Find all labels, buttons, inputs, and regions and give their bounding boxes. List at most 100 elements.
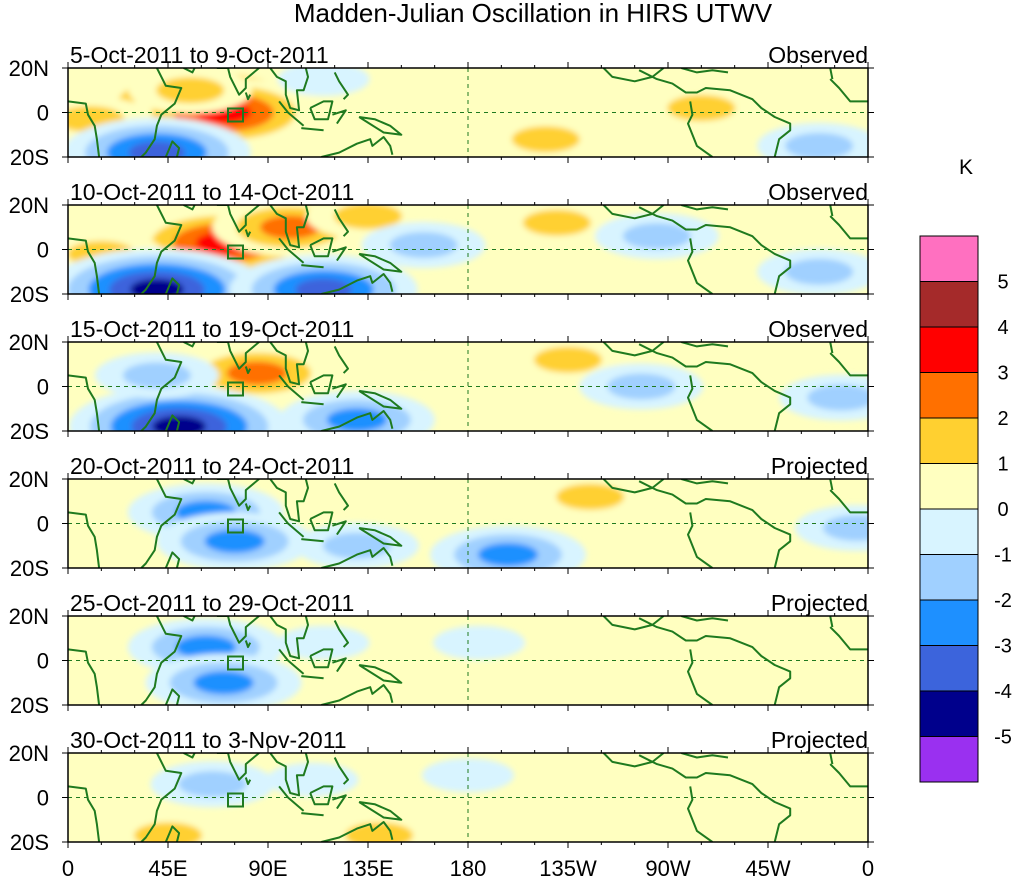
anomaly-contour [822, 514, 868, 541]
panel-type: Projected [771, 453, 868, 479]
coastline [269, 68, 309, 112]
x-tick-label: 135E [342, 856, 393, 881]
coastline [164, 825, 181, 842]
coastline [602, 753, 665, 768]
coastline [140, 68, 183, 157]
anomaly-contour [175, 635, 236, 659]
anomaly-contour [277, 68, 370, 97]
panel-1: 20N 0 20S 5-Oct-2011 to 9-Oct-2011 Observed [9, 42, 874, 170]
anomaly-contour [422, 758, 514, 793]
x-tick-label: 0 [62, 856, 74, 881]
panel-type: Observed [768, 42, 868, 68]
coastline [244, 229, 252, 238]
coastline [269, 753, 309, 797]
coastline [687, 101, 713, 157]
colorbar-swatch [919, 463, 979, 510]
coastline [687, 375, 713, 431]
anomaly-field [88, 618, 614, 705]
coastline [309, 648, 334, 669]
coastline [309, 511, 334, 532]
y-tick-label: 0 [37, 238, 49, 263]
anomaly-contour [295, 278, 352, 294]
coastline [216, 753, 260, 781]
coastline [216, 205, 260, 233]
coastline [602, 342, 665, 357]
coastline [309, 237, 334, 258]
panel-3: 20N 0 20S 15-Oct-2011 to 19-Oct-2011 Observe… [9, 316, 874, 444]
coastline [687, 512, 713, 568]
coastline [164, 140, 181, 157]
coastline [638, 206, 792, 294]
panel-type: Projected [771, 590, 868, 616]
coastlines [68, 68, 868, 157]
colorbar-unit: K [959, 156, 973, 179]
y-tick-label: 20S [10, 830, 49, 855]
coastline [164, 551, 181, 568]
coastline [332, 520, 347, 536]
anomaly-contour [355, 102, 448, 137]
panel-type: Observed [768, 179, 868, 205]
anomaly-contour [377, 342, 470, 377]
colorbar-swatch [919, 281, 979, 328]
coastline [321, 273, 394, 294]
colorbar-label: -5 [994, 727, 1012, 749]
index-box [227, 107, 244, 123]
index-box [227, 381, 244, 397]
coastline [681, 342, 729, 348]
colorbar: K 5 4 3 2 1 0 -1 -2 -3 -4 -5 [919, 156, 1012, 783]
colorbar-label: 5 [997, 272, 1008, 294]
coastline [687, 238, 713, 294]
panel-5: 20N 0 20S 25-Oct-2011 to 29-Oct-2011 Project… [9, 590, 874, 718]
coastline [829, 342, 834, 354]
coastline [269, 342, 309, 386]
coastline [68, 511, 101, 568]
anomaly-contour [334, 205, 402, 230]
colorbar-swatch [919, 508, 979, 555]
coastline [183, 479, 196, 485]
coastline [829, 753, 834, 765]
index-box [227, 792, 244, 808]
coastline [244, 366, 252, 375]
colorbar-label: -1 [994, 545, 1012, 567]
colorbar-swatch [919, 554, 979, 601]
coastline [321, 821, 394, 842]
coastline [68, 648, 101, 705]
coastline [183, 616, 196, 622]
panel-date-range: 15-Oct-2011 to 19-Oct-2011 [70, 316, 354, 342]
anomaly-contour [277, 625, 370, 660]
coastline [638, 754, 792, 842]
colorbar-label: -4 [994, 681, 1012, 703]
coastline [216, 479, 260, 507]
coastline [332, 794, 347, 810]
anomaly-contour [478, 542, 538, 567]
coastline [638, 69, 792, 157]
coastline [829, 215, 868, 240]
coastline [321, 547, 394, 568]
coastline [301, 264, 324, 269]
coastline [829, 626, 868, 651]
coastlines [68, 479, 868, 568]
coastlines [68, 342, 868, 431]
y-tick-label: 20S [10, 419, 49, 444]
coastline [602, 479, 665, 494]
anomaly-contour [204, 529, 265, 553]
figure-title: Madden-Julian Oscillation in HIRS UTWV [294, 0, 773, 28]
coastlines [68, 753, 868, 842]
index-box [227, 655, 244, 671]
coastline [269, 205, 309, 249]
coastline [332, 109, 347, 125]
coastline [602, 68, 665, 83]
coastline [309, 374, 334, 395]
coastline [183, 205, 196, 211]
anomaly-contour [667, 95, 736, 122]
coastline [301, 127, 324, 132]
coastline [358, 801, 403, 821]
y-tick-label: 20S [10, 693, 49, 718]
panel-date-range: 30-Oct-2011 to 3-Nov-2011 [70, 727, 347, 753]
coastline [681, 68, 729, 74]
coastline [140, 342, 183, 431]
coastline [333, 620, 349, 648]
coastline [269, 616, 309, 660]
x-tick-label: 45W [745, 856, 790, 881]
colorbar-label: -3 [994, 636, 1012, 658]
